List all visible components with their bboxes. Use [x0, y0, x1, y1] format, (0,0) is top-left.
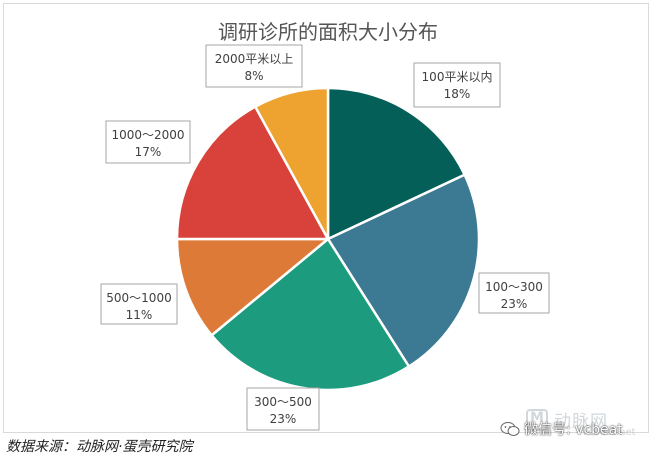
slice-callout: 300～500 23%	[246, 387, 320, 431]
wechat-id: 微信号: vcbeat	[524, 422, 623, 438]
wechat-watermark: 微信号: vcbeat	[500, 418, 623, 440]
slice-value-label: 17%	[135, 145, 162, 159]
watermark-logo: 动脉网 vcbeat.net	[526, 407, 650, 438]
watermark-brand-cn: 动脉网	[554, 412, 608, 432]
slice-callout: 2000平米以上 8%	[205, 44, 303, 88]
slice-callout: 1000～2000 17%	[105, 120, 191, 164]
wechat-icon	[500, 422, 520, 436]
watermark-brand-en: vcbeat.net	[582, 427, 636, 438]
slice-value-label: 18%	[444, 87, 471, 101]
pie-callouts: 100平米以内 18% 100～300 23% 300～500 23% 500～1000 11…	[100, 44, 550, 431]
slice-callout: 500～1000 11%	[100, 283, 178, 325]
slice-label: 100～300	[485, 280, 543, 294]
callout-box	[100, 283, 178, 325]
callout-box	[413, 62, 501, 108]
callout-box	[478, 272, 550, 314]
slice-value-label: 23%	[270, 412, 297, 426]
slice-value-label: 11%	[126, 308, 153, 322]
slice-callout: 100～300 23%	[478, 272, 550, 314]
slice-value-label: 23%	[501, 297, 528, 311]
slice-label: 300～500	[254, 395, 312, 409]
pie-slice	[175, 105, 330, 241]
slice-label: 1000～2000	[111, 128, 184, 142]
pie-slices	[175, 86, 481, 392]
slice-label: 100平米以内	[422, 70, 493, 84]
slice-label: 500～1000	[106, 291, 171, 305]
callout-box	[205, 44, 303, 88]
slice-callout: 100平米以内 18%	[413, 62, 501, 108]
pie-slice	[326, 173, 481, 368]
chart-title: 调研诊所的面积大小分布	[218, 20, 438, 44]
pie-slice	[326, 86, 466, 241]
callout-box	[246, 387, 320, 431]
callout-box	[105, 120, 191, 164]
pie-slice	[254, 86, 330, 241]
slice-value-label: 8%	[244, 69, 263, 83]
data-source-note: 数据来源：动脉网·蛋壳研究院	[6, 439, 193, 455]
slice-label: 2000平米以上	[215, 52, 294, 66]
pie-slice	[175, 237, 330, 337]
vcbeat-logo-icon	[526, 409, 548, 431]
